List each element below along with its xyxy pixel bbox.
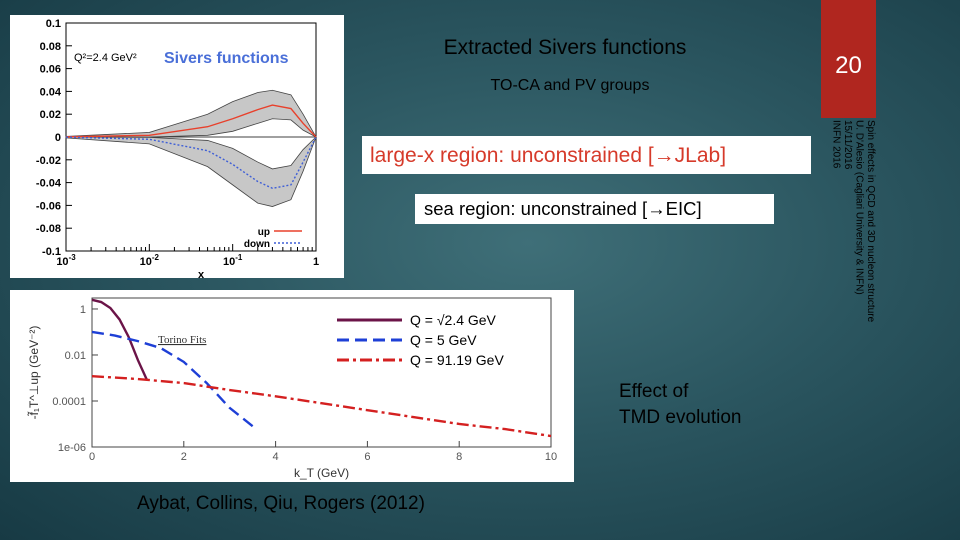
x-tick-label: 10-1 — [223, 253, 243, 268]
y-tick-label: 0.08 — [40, 41, 61, 53]
torino-chart: 0 2 4 6 8 10 1 0.01 0.0001 1e-06 k_T (GeV) -f̃₁T^⊥u… — [26, 297, 557, 480]
x-tick-label: 1 — [313, 256, 319, 268]
y-tick-label: 0.04 — [40, 86, 62, 98]
tmd-evolution-note: Effect of TMD evolution — [619, 379, 742, 431]
y-tick-label: -0.04 — [36, 178, 62, 190]
footer-line: Spin effects in QCD and 3D nucleon struc… — [865, 120, 876, 323]
torino-chart-panel: 0 2 4 6 8 10 1 0.01 0.0001 1e-06 k_T (GeV) -f̃₁T^⊥u… — [10, 290, 574, 482]
series-line-up — [65, 104, 317, 138]
jlab-note-text: large-x region: unconstrained [→JLab] — [370, 144, 726, 167]
y-tick-label: 0.02 — [40, 109, 61, 121]
eic-note: sea region: unconstrained [→EIC] — [415, 194, 774, 224]
series-line — [91, 330, 254, 428]
chart-annotation: Q²=2.4 GeV² — [74, 52, 137, 64]
y-axis-label: -f̃₁T^⊥up (GeV⁻²) — [26, 326, 41, 420]
legend-label: down — [244, 239, 270, 250]
y-tick-label: -0.1 — [42, 246, 61, 258]
tmd-note-line: Effect of — [619, 381, 689, 402]
error-band-up — [65, 89, 318, 138]
y-tick-label: 1e-06 — [58, 442, 86, 454]
page-number-tab — [821, 0, 876, 118]
legend-label: Q = √2.4 GeV — [410, 312, 497, 328]
x-tick-label: 10-2 — [140, 253, 160, 268]
x-tick-label: 8 — [456, 451, 462, 463]
tmd-note-line: TMD evolution — [619, 407, 742, 428]
legend-label: Q = 91.19 GeV — [410, 352, 504, 368]
slide-title: Extracted Sivers functions — [443, 36, 687, 59]
citation: Aybat, Collins, Qiu, Rogers (2012) — [137, 493, 425, 514]
y-tick-label: 0.0001 — [52, 396, 86, 408]
x-tick-label: 6 — [364, 451, 370, 463]
y-tick-label: 0.01 — [65, 350, 86, 362]
series-line — [91, 298, 149, 381]
x-axis-label: k_T (GeV) — [294, 466, 349, 480]
vertical-footer: Spin effects in QCD and 3D nucleon struc… — [822, 120, 877, 345]
series-line — [91, 374, 552, 438]
x-tick-label: 4 — [273, 451, 279, 463]
sivers-chart-panel: 0.1 0.08 0.06 0.04 0.02 0 -0.02 -0.04 -0.06 -0.08… — [10, 15, 344, 281]
legend-label: up — [258, 227, 270, 238]
footer-line: INFN 2016 — [830, 120, 842, 169]
chart-title: Torino Fits — [158, 334, 206, 346]
slide-subtitle: TO-CA and PV groups — [490, 77, 650, 94]
jlab-note-box: large-x region: unconstrained [→JLab] — [362, 136, 811, 174]
y-tick-label: 0 — [55, 132, 61, 144]
page-number: 20 — [835, 52, 862, 79]
chart-title: Sivers functions — [164, 50, 289, 67]
series-line-down — [65, 136, 317, 190]
legend-label: Q = 5 GeV — [410, 332, 477, 348]
y-tick-label: -0.02 — [36, 155, 61, 167]
y-tick-label: 0.1 — [46, 18, 61, 30]
jlab-note-svg: large-x region: unconstrained [→JLab] — [370, 144, 726, 167]
x-tick-label: 10 — [545, 451, 557, 463]
footer-line: U. D'Alesio (Cagliari University & INFN) — [853, 120, 865, 295]
footer-line: 15/11/2016 — [842, 120, 853, 170]
y-tick-label: 0.06 — [40, 64, 61, 76]
y-tick-label: -0.06 — [36, 200, 61, 212]
y-tick-label: -0.08 — [36, 223, 61, 235]
y-tick-label: 1 — [80, 304, 86, 316]
sivers-chart: 0.1 0.08 0.06 0.04 0.02 0 -0.02 -0.04 -0.06 -0.08… — [36, 18, 319, 281]
plot-frame — [91, 297, 552, 448]
x-tick-label: 0 — [89, 451, 95, 463]
x-axis-label: x — [198, 269, 205, 278]
x-tick-label: 2 — [181, 451, 187, 463]
x-tick-label: 10-3 — [56, 253, 76, 268]
error-band-down — [65, 136, 317, 207]
